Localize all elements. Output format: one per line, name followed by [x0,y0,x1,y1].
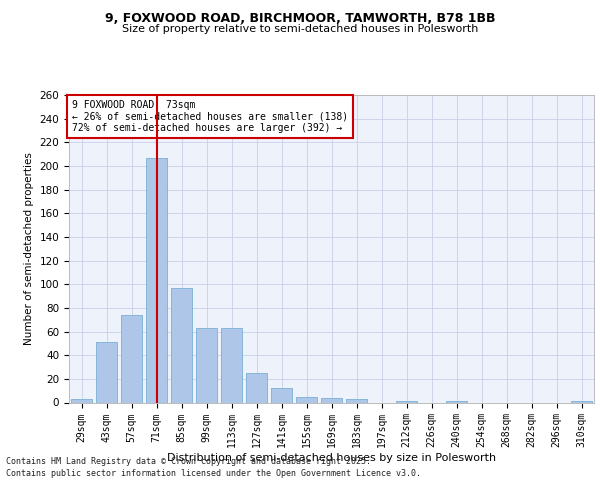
Bar [271,388,292,402]
X-axis label: Distribution of semi-detached houses by size in Polesworth: Distribution of semi-detached houses by … [167,453,496,463]
Bar [246,373,267,402]
Bar [171,288,192,403]
Text: 9, FOXWOOD ROAD, BIRCHMOOR, TAMWORTH, B78 1BB: 9, FOXWOOD ROAD, BIRCHMOOR, TAMWORTH, B7… [105,12,495,26]
Bar [321,398,342,402]
Bar [71,399,92,402]
Bar [196,328,217,402]
Text: 9 FOXWOOD ROAD: 73sqm
← 26% of semi-detached houses are smaller (138)
72% of sem: 9 FOXWOOD ROAD: 73sqm ← 26% of semi-deta… [71,100,348,133]
Y-axis label: Number of semi-detached properties: Number of semi-detached properties [24,152,34,345]
Bar [346,399,367,402]
Bar [146,158,167,402]
Text: Contains public sector information licensed under the Open Government Licence v3: Contains public sector information licen… [6,468,421,477]
Bar [221,328,242,402]
Bar [96,342,117,402]
Text: Size of property relative to semi-detached houses in Polesworth: Size of property relative to semi-detach… [122,24,478,34]
Text: Contains HM Land Registry data © Crown copyright and database right 2025.: Contains HM Land Registry data © Crown c… [6,458,371,466]
Bar [296,396,317,402]
Bar [121,315,142,402]
